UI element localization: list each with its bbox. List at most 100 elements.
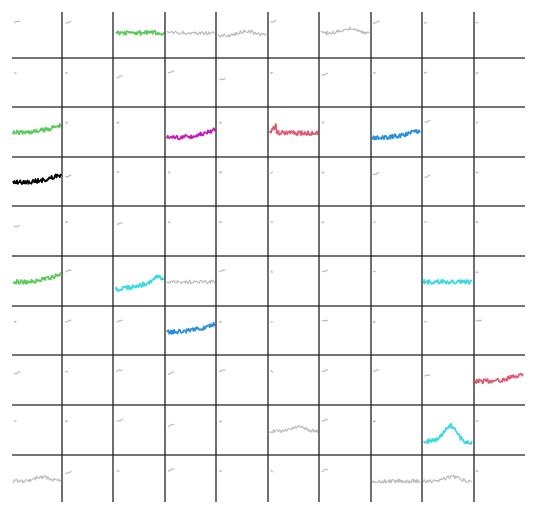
sparkline-r4-c6 <box>321 221 325 224</box>
sparkline-r8-c0 <box>13 420 17 422</box>
sparkline-r4-c5 <box>270 221 274 224</box>
sparkline-r8-c7 <box>372 420 377 423</box>
sparkline-r2-c1 <box>65 121 69 124</box>
sparkline-r5-c1 <box>65 269 72 273</box>
sparkline-r9-c7 <box>371 478 421 484</box>
sparkline-r5-c5 <box>270 270 274 274</box>
sparkline-r9-c6 <box>321 468 329 473</box>
sparkline-r8-c4 <box>219 420 223 423</box>
sparkline-r5-c4 <box>219 269 226 273</box>
sparkline-r7-c8 <box>424 374 431 377</box>
sparkline-r2-c9 <box>475 121 479 124</box>
sparkline-r3-c0 <box>12 173 62 186</box>
sparkline-r2-c5 <box>268 123 319 137</box>
sparkline-r6-c6 <box>321 319 329 322</box>
sparkline-r7-c6 <box>321 368 329 373</box>
sparkline-r1-c1 <box>64 71 69 74</box>
sparkline-r8-c3 <box>167 423 175 428</box>
sparkline-r6-c1 <box>65 319 72 323</box>
sparkline-r1-c7 <box>372 71 377 74</box>
sparkline-r9-c5 <box>270 469 274 473</box>
sparkline-r5-c0 <box>12 272 63 285</box>
sparkline-r7-c2 <box>116 369 123 373</box>
sparkline-r7-c0 <box>13 370 21 375</box>
sparkline-r8-c5 <box>269 425 319 434</box>
sparkline-r3-c7 <box>372 172 380 176</box>
sparkline-r1-c5 <box>270 71 274 75</box>
sparkline-r6-c3 <box>166 321 216 335</box>
sparkline-r0-c4 <box>217 29 267 38</box>
sparkline-r4-c7 <box>373 221 377 224</box>
sparkline-r0-c3 <box>166 30 216 36</box>
sparkline-r6-c0 <box>13 320 17 323</box>
sparkline-r6-c8 <box>423 320 427 323</box>
sparkline-r5-c7 <box>372 270 377 273</box>
sparkline-r0-c7 <box>372 20 380 25</box>
sparkline-r3-c3 <box>167 171 171 174</box>
sparkline-r3-c5 <box>270 171 274 174</box>
sparkline-r3-c8 <box>424 174 431 179</box>
sparkline-r9-c2 <box>116 470 120 473</box>
sparkline-r0-c8 <box>423 21 427 24</box>
sparkline-r7-c3 <box>167 371 175 375</box>
sparkline-r7-c9 <box>473 372 524 385</box>
sparkline-r4-c0 <box>13 225 21 228</box>
sparkline-r0-c5 <box>270 20 277 23</box>
sparkline-r7-c1 <box>64 370 69 373</box>
sparkline-r1-c0 <box>13 72 17 74</box>
sparkline-r1-c8 <box>423 71 427 75</box>
sparkline-r5-c8 <box>422 278 473 285</box>
sparkline-r4-c2 <box>116 222 123 225</box>
sparkline-series <box>12 20 524 484</box>
sparkline-r2-c6 <box>321 121 325 124</box>
sparkline-r6-c7 <box>372 320 377 323</box>
sparkline-r4-c8 <box>424 221 427 223</box>
sparkline-r5-c9 <box>475 271 479 274</box>
grid-lines <box>12 12 525 502</box>
sparkline-r4-c1 <box>64 221 69 224</box>
sparkline-r0-c0 <box>13 20 21 24</box>
sparkline-r8-c1 <box>64 420 69 423</box>
sparkline-r9-c8 <box>422 474 472 484</box>
sparkline-r0-c9 <box>475 21 479 24</box>
sparkline-r3-c4 <box>218 171 223 174</box>
sparkline-r7-c7 <box>372 369 380 372</box>
sparkline-r2-c4 <box>218 121 223 124</box>
sparkline-r9-c0 <box>12 475 62 484</box>
sparkline-r1-c9 <box>475 71 479 74</box>
sparkline-r2-c7 <box>371 128 421 141</box>
sparkline-r1-c4 <box>218 77 226 81</box>
sparkline-r6-c4 <box>218 320 223 323</box>
sparkline-r9-c1 <box>65 470 72 474</box>
sparkline-r5-c6 <box>321 269 329 273</box>
sparkline-r4-c9 <box>475 221 479 224</box>
sparkline-r6-c9 <box>475 319 483 322</box>
sparkline-r6-c5 <box>270 321 274 323</box>
sparkline-r3-c6 <box>321 171 325 174</box>
sparkline-r7-c4 <box>218 369 226 373</box>
sparkline-r0-c1 <box>65 20 72 24</box>
sparkline-r1-c2 <box>116 75 123 79</box>
sparkline-r9-c9 <box>475 470 479 473</box>
sparkline-r4-c4 <box>218 221 223 224</box>
sparkline-r8-c8 <box>423 422 473 446</box>
sparkline-r8-c9 <box>475 420 479 423</box>
sparkline-r2-c0 <box>12 123 62 136</box>
sparkline-r8-c6 <box>321 418 329 423</box>
sparkline-r7-c5 <box>270 370 274 373</box>
sparkline-r2-c3 <box>166 127 217 141</box>
sparkline-r5-c2 <box>114 274 165 292</box>
sparkline-r3-c9 <box>475 171 479 174</box>
sparkline-r4-c3 <box>167 221 171 224</box>
sparkline-r9-c3 <box>167 467 175 472</box>
sparkline-r3-c1 <box>65 174 72 178</box>
sparkline-r0-c6 <box>320 26 370 36</box>
sparkline-r5-c3 <box>166 279 216 285</box>
sparkline-r6-c2 <box>116 319 123 323</box>
sparkline-r3-c2 <box>116 171 120 174</box>
sparkline-r9-c4 <box>218 470 223 473</box>
sparkline-r0-c2 <box>115 29 165 36</box>
sparkline-r1-c3 <box>167 70 175 74</box>
sparkline-r2-c2 <box>116 121 120 124</box>
